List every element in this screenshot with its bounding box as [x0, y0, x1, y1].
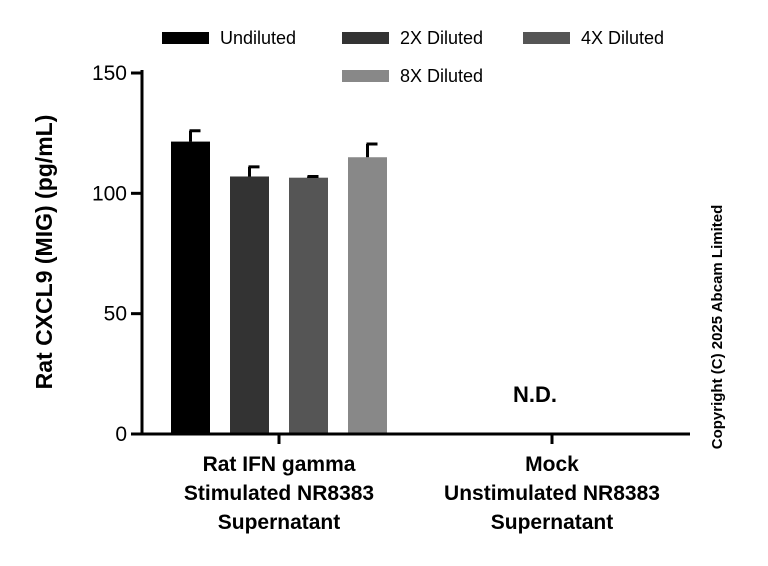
legend-label: 4X Diluted — [581, 28, 664, 48]
bar — [289, 177, 328, 434]
x-category-label: Supernatant — [491, 511, 614, 534]
legend-label: 8X Diluted — [400, 66, 483, 86]
x-category-label: Supernatant — [218, 511, 341, 534]
bars — [171, 141, 387, 434]
y-tick-label: 0 — [115, 423, 127, 446]
legend-label: 2X Diluted — [400, 28, 483, 48]
legend-swatch — [523, 32, 570, 44]
y-axis-title: Rat CXCL9 (MIG) (pg/mL) — [31, 115, 57, 390]
x-ticks: Rat IFN gamma Stimulated NR8383 Supernatan… — [184, 434, 660, 534]
bar — [171, 141, 210, 434]
y-tick-label: 100 — [92, 182, 127, 205]
x-category-label: Unstimulated NR8383 — [444, 482, 660, 505]
bar — [348, 157, 387, 434]
legend-swatch — [342, 70, 389, 82]
y-tick-label: 50 — [104, 303, 127, 326]
x-category-label: Mock — [525, 453, 579, 476]
axes — [140, 70, 690, 436]
copyright-text: Copyright (C) 2025 Abcam Limited — [709, 205, 726, 449]
x-category-label: Rat IFN gamma — [203, 453, 356, 476]
error-bars — [189, 129, 378, 178]
legend: Undiluted 2X Diluted 4X Diluted 8X Diluted — [162, 28, 664, 86]
legend-swatch — [162, 32, 209, 44]
not-detected-label: N.D. — [513, 382, 557, 407]
legend-swatch — [342, 32, 389, 44]
annotations: N.D. — [513, 382, 557, 407]
bar — [230, 176, 269, 434]
x-category-label: Stimulated NR8383 — [184, 482, 374, 505]
legend-label: Undiluted — [220, 28, 296, 48]
y-tick-label: 150 — [92, 62, 127, 85]
y-ticks: 0 50 100 150 — [92, 62, 142, 446]
